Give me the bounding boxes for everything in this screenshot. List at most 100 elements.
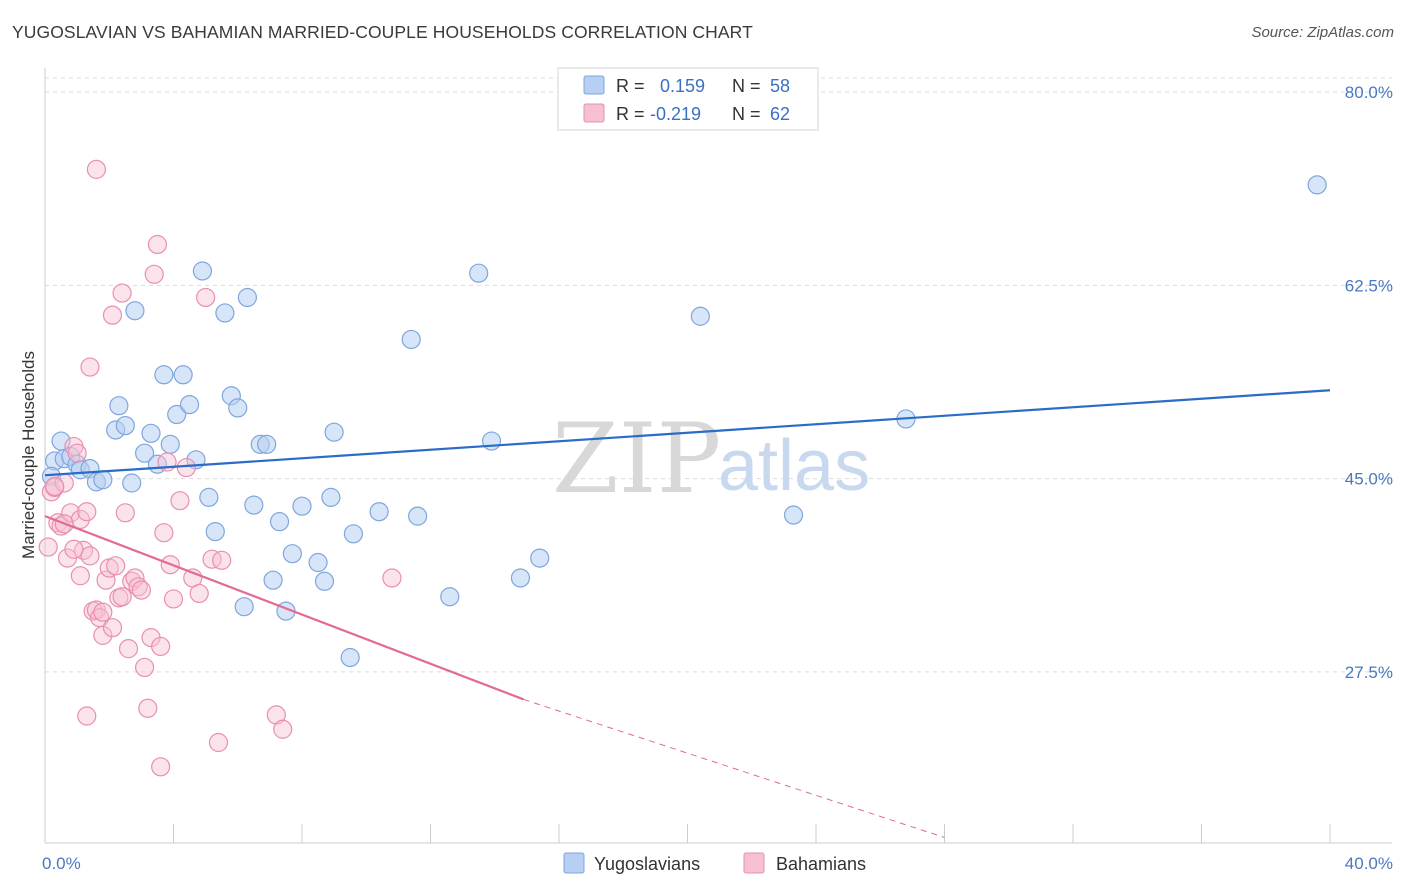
bahamians-point-21 [106, 556, 126, 576]
legend-r-value-1: 0.159 [660, 76, 705, 96]
watermark-atlas: atlas [718, 426, 870, 506]
yugoslavians-point-21 [179, 394, 200, 415]
x-tick-label-0: 0.0% [42, 854, 81, 873]
bahamians-point-24 [115, 503, 135, 523]
bahamians-point-58 [45, 476, 65, 496]
legend-r-value-2: -0.219 [650, 104, 701, 124]
yugoslavians-point-40 [314, 571, 335, 591]
yugoslavians-point-39 [308, 552, 328, 573]
yugoslavians-point-35 [269, 512, 290, 532]
yugoslavians-point-45 [369, 502, 389, 522]
yugoslavians-point-42 [324, 422, 344, 442]
bahamians-point-59 [64, 539, 84, 559]
yugoslavians-point-51 [510, 568, 531, 588]
yugoslavians-point-19 [167, 404, 187, 425]
series-legend: Yugoslavians Bahamians [563, 852, 866, 874]
yugoslavians-point-55 [783, 505, 804, 525]
yugoslavians-point-56 [1307, 175, 1327, 195]
legend-r-label-1: R = [616, 76, 645, 96]
yugoslavians-point-11 [115, 415, 135, 436]
bahamians-point-39 [163, 589, 184, 609]
yugoslavians-point-47 [408, 506, 428, 526]
bahamians-point-29 [131, 580, 151, 600]
bahamians-point-13 [80, 546, 100, 566]
gridlines [45, 77, 1392, 673]
bahamians-point-51 [80, 357, 100, 377]
bahamians-point-43 [189, 583, 209, 604]
bahamians-point-48 [266, 705, 286, 725]
x-tick-label-1: 40.0% [1345, 854, 1393, 873]
series-swatch-yugoslavians [563, 852, 585, 874]
bahamians-point-52 [86, 159, 107, 179]
y-axis-label: Married-couple Households [19, 351, 38, 559]
yugoslavians-point-23 [192, 261, 213, 281]
bahamians-point-49 [273, 719, 293, 739]
yugoslavians-point-37 [282, 544, 302, 564]
chart-title: YUGOSLAVIAN VS BAHAMIAN MARRIED-COUPLE H… [12, 22, 753, 42]
legend-r-label-2: R = [616, 104, 645, 124]
bahamians-point-31 [138, 698, 158, 718]
yugoslavians-point-8 [93, 470, 113, 490]
yugoslavians-point-34 [263, 570, 283, 590]
y-tick-label-0: 27.5% [1345, 663, 1393, 682]
source-credit: Source: ZipAtlas.com [1251, 24, 1394, 41]
yugoslavians-point-25 [205, 521, 225, 542]
x-tick-labels: 0.0% 40.0% [42, 854, 1393, 873]
yugoslavians-point-30 [237, 287, 257, 308]
yugoslavians-point-26 [215, 303, 235, 323]
yugoslavians-point-49 [469, 263, 489, 283]
bahamians-point-45 [202, 549, 222, 569]
yugoslavians-point-14 [134, 443, 155, 463]
bahamians-point-20 [102, 618, 123, 638]
yugoslavians-points [41, 175, 1327, 668]
bahamians-point-60 [70, 566, 90, 586]
bahamians-point-41 [176, 457, 196, 478]
series-swatch-bahamians [743, 852, 765, 874]
bahamians-point-33 [144, 264, 164, 284]
bahamians-point-55 [151, 757, 171, 777]
yugoslavians-point-13 [125, 301, 145, 321]
yugoslavians-point-20 [173, 365, 193, 385]
watermark-zip: ZIP [552, 403, 721, 515]
bahamians-point-12 [77, 502, 97, 522]
legend-n-value-2: 62 [770, 104, 790, 124]
y-tick-labels: 27.5% 45.0% 62.5% 80.0% [1345, 83, 1393, 682]
bahamians-point-23 [112, 587, 132, 607]
bahamians-point-25 [118, 639, 139, 659]
yugoslavians-point-31 [244, 495, 264, 515]
yugoslavians-point-33 [257, 434, 277, 454]
yugoslavians-point-50 [481, 431, 502, 451]
axes [44, 68, 1392, 844]
bahamians-point-54 [112, 283, 132, 303]
series-label-yugoslavians: Yugoslavians [594, 854, 700, 874]
bahamians-point-10 [70, 509, 90, 530]
bahamians-point-34 [147, 234, 168, 255]
yugoslavians-point-28 [228, 398, 248, 418]
yugoslavians-point-46 [401, 329, 421, 350]
bahamians-trend-line [44, 515, 525, 701]
bahamians-point-30 [134, 657, 155, 678]
bahamians-point-57 [93, 602, 113, 622]
y-tick-label-1: 45.0% [1345, 470, 1393, 489]
correlation-legend: R = 0.159 N = 58 R = -0.219 N = 62 [557, 67, 819, 131]
yugoslavians-point-38 [292, 496, 312, 516]
y-tick-label-3: 80.0% [1345, 83, 1393, 102]
yugoslavians-point-29 [234, 597, 254, 617]
yugoslavians-point-18 [160, 434, 180, 454]
bahamians-point-28 [128, 577, 148, 597]
yugoslavians-point-12 [122, 473, 142, 493]
yugoslavians-point-48 [440, 587, 460, 607]
watermark: ZIP atlas [552, 403, 870, 515]
legend-n-value-1: 58 [770, 76, 790, 96]
legend-swatch-pink [583, 103, 605, 123]
bahamians-point-36 [154, 523, 174, 543]
yugoslavians-point-24 [199, 487, 219, 507]
yugoslavians-point-17 [154, 365, 174, 385]
yugoslavians-point-53 [690, 306, 710, 326]
series-label-bahamians: Bahamians [776, 854, 866, 874]
bahamians-point-0 [38, 537, 58, 557]
bahamians-point-9 [67, 443, 87, 463]
trend-lines [44, 389, 1331, 838]
bahamians-point-17 [93, 625, 113, 645]
